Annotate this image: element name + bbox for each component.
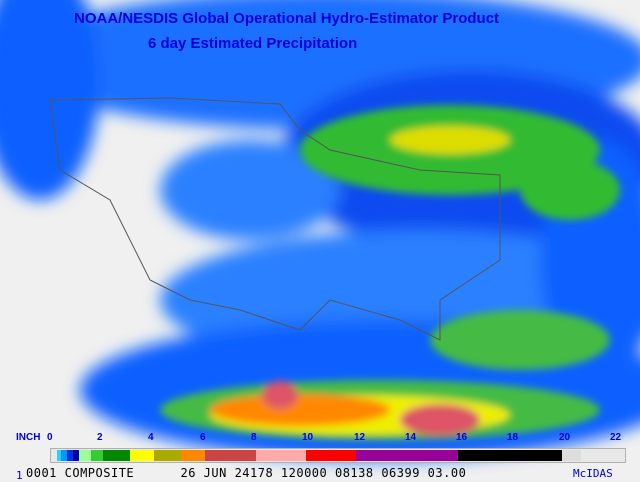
- color-scale-segment: [306, 450, 356, 461]
- legend-tick: 10: [302, 432, 314, 443]
- legend-tick: 18: [507, 432, 519, 443]
- legend-tick: 22: [610, 432, 622, 443]
- color-scale-segment: [103, 450, 130, 461]
- legend-tick: 12: [354, 432, 366, 443]
- color-scale-segment: [205, 450, 256, 461]
- heavy-rain: [160, 105, 620, 440]
- us-outline: [49, 97, 501, 341]
- legend-tick: 20: [559, 432, 571, 443]
- product-subtitle: 6 day Estimated Precipitation: [148, 35, 358, 52]
- frame-number: 1: [16, 469, 23, 482]
- legend-tick: 0: [47, 432, 53, 443]
- legend-tick: 4: [148, 432, 154, 443]
- mcidas-label: McIDAS: [573, 467, 613, 480]
- color-scale-segment: [181, 450, 205, 461]
- legend-unit: INCH: [16, 432, 41, 443]
- color-scale-segment: [562, 450, 581, 461]
- image-info: 0001 COMPOSITE 26 JUN 24178 120000 08138…: [26, 466, 467, 480]
- color-scale-segment: [91, 450, 103, 461]
- color-scale-segment: [130, 450, 154, 461]
- legend-tick: 8: [251, 432, 257, 443]
- color-scale-segment: [256, 450, 306, 461]
- color-scale-segment: [79, 450, 91, 461]
- color-scale-bar: [50, 448, 626, 463]
- product-title: NOAA/NESDIS Global Operational Hydro-Est…: [74, 10, 500, 27]
- legend-tick: 14: [405, 432, 417, 443]
- color-scale-segment: [57, 450, 61, 461]
- color-scale-segment: [458, 450, 562, 461]
- color-scale-segment: [73, 450, 79, 461]
- color-scale-segment: [154, 450, 181, 461]
- color-scale-segment: [61, 450, 67, 461]
- color-scale-segment: [67, 450, 73, 461]
- color-scale-segment: [356, 450, 458, 461]
- legend-tick: 16: [456, 432, 468, 443]
- legend-tick: 6: [200, 432, 206, 443]
- legend-tick: 2: [97, 432, 103, 443]
